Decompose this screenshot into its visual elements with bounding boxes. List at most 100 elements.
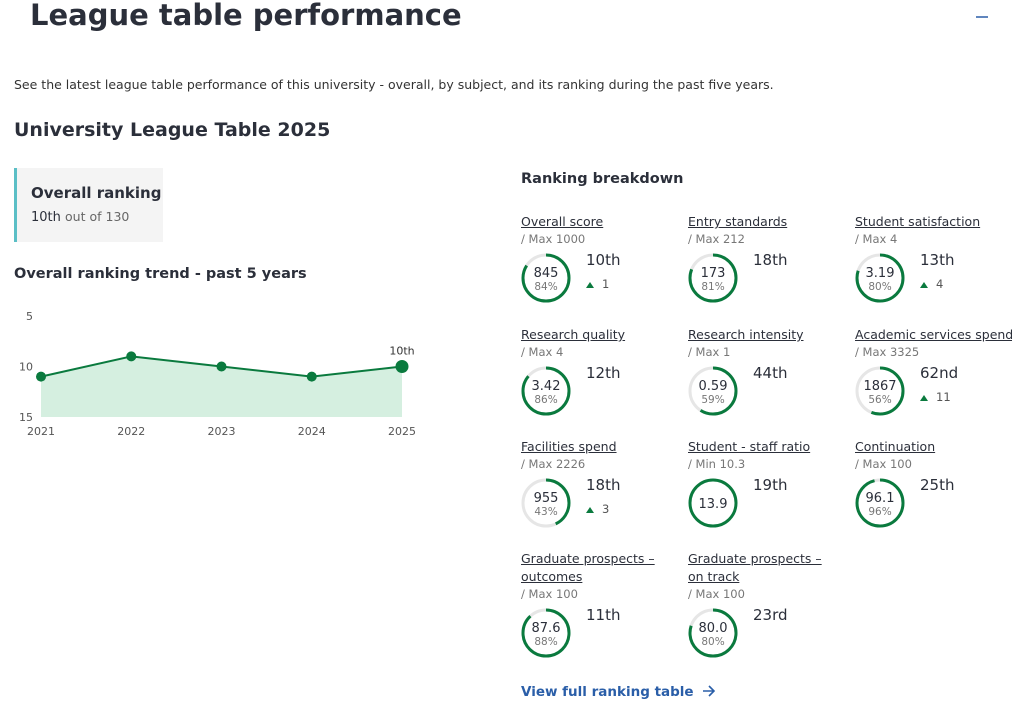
rank-change: 1 [586, 277, 609, 291]
up-arrow [586, 282, 594, 288]
metric-card: Research intensity / Max 1 0.59 59% 44th [688, 326, 848, 420]
metric-gauge-row: 80.0 80% 23rd [688, 606, 838, 662]
metric-card: Continuation / Max 100 96.1 96% 25th [855, 438, 1012, 532]
metric-card: Entry standards / Max 212 173 81% 18th [688, 213, 848, 307]
metric-card: Facilities spend / Max 2226 955 43% 18th 3 [521, 438, 681, 532]
link-text[interactable]: View full ranking table [521, 684, 694, 700]
metric-gauge-row: 3.42 86% 12th [521, 364, 681, 420]
metric-card: Student - staff ratio / Min 10.3 13.9 19th [688, 438, 848, 532]
y-tick-label: 5 [26, 310, 33, 323]
point [36, 371, 46, 382]
metric-limit: / Max 2226 [521, 457, 586, 471]
metric-rank: 18th [753, 251, 788, 269]
gauge-score: 0.59 [699, 379, 728, 394]
metric-name: Research intensity [688, 327, 804, 342]
description: See the latest league table performance … [14, 77, 774, 92]
change-value: 4 [936, 277, 944, 291]
point [216, 361, 227, 372]
gauge: 80.080% [688, 608, 738, 658]
gauge-percent: 59% [701, 394, 724, 406]
gauge-score: 96.1 [866, 491, 895, 506]
point [306, 371, 317, 382]
metric-gauge-row: 955 43% 18th 3 [521, 476, 681, 532]
metric-gauge-row: 13.9 19th [688, 476, 848, 532]
metric-rank: 62nd [920, 364, 959, 382]
metric-card: Research quality / Max 4 3.42 86% 12th [521, 326, 681, 420]
gauge-score: 1867 [863, 379, 896, 394]
metric-rank: 18th [586, 476, 621, 494]
up-arrow [920, 395, 928, 401]
metric-limit: / Max 100 [855, 457, 912, 471]
metric-name: Student - staff ratio [688, 439, 811, 454]
value-label: 10th [389, 345, 414, 358]
rank-change: 4 [920, 277, 943, 291]
gauge-percent: 81% [701, 281, 724, 293]
overall-out-of: out of 130 [65, 209, 130, 224]
metric-name: Overall score [521, 214, 604, 229]
metric-name: Research quality [521, 327, 626, 342]
metric-rank: 11th [586, 606, 621, 624]
x-tick-label: 2024 [298, 425, 326, 438]
collapse-icon[interactable] [975, 10, 989, 24]
metric-name: Graduate prospects – outcomes [521, 551, 655, 584]
gauge-percent: 84% [534, 281, 557, 293]
metric-rank: 44th [753, 364, 788, 382]
gauge-percent: 80% [868, 281, 891, 293]
gauge-percent: 56% [868, 394, 891, 406]
page-title: League table performance [30, 0, 462, 32]
overall-box: Overall ranking 10th out of 130 [14, 168, 163, 242]
metric-card: Graduate prospects – outcomes / Max 100 87… [521, 550, 671, 662]
metric-limit: / Max 4 [855, 232, 898, 246]
gauge-arc [688, 608, 738, 658]
metric-name: Entry standards [688, 214, 788, 229]
metric-limit: / Max 100 [521, 587, 578, 601]
x-tick-label: 2022 [117, 425, 145, 438]
metric-gauge-row: 845 84% 10th 1 [521, 251, 681, 307]
metric-name: Graduate prospects – on track [688, 551, 822, 584]
gauge: 87.688% [521, 608, 571, 658]
metric-gauge-row: 1867 56% 62nd 11 [855, 364, 1012, 420]
metric-limit: / Max 1 [688, 345, 731, 359]
section-title: University League Table 2025 [14, 119, 331, 141]
metric-rank: 12th [586, 364, 621, 382]
metric-name: Facilities spend [521, 439, 617, 454]
gauge-arc [688, 253, 738, 303]
gauge-percent: 88% [534, 636, 557, 648]
chart-title: Overall ranking trend - past 5 years [14, 266, 307, 282]
area [41, 356, 402, 417]
metric-card: Student satisfaction / Max 4 3.19 80% 13th 4 [855, 213, 1012, 307]
metric-card: Overall score / Max 1000 845 84% 10th 1 [521, 213, 681, 307]
metric-gauge-row: 173 81% 18th [688, 251, 848, 307]
gauge-score: 80.0 [699, 621, 728, 636]
metric-limit: / Max 4 [521, 345, 564, 359]
rank-change: 3 [586, 502, 609, 516]
x-tick-label: 2025 [388, 425, 416, 438]
gauge-score: 13.9 [699, 497, 728, 512]
metric-limit: / Min 10.3 [688, 457, 746, 471]
metric-gauge-row: 3.19 80% 13th 4 [855, 251, 1012, 307]
gauge-score: 87.6 [532, 621, 561, 636]
gauge-arc [855, 253, 905, 303]
gauge-arc [521, 366, 571, 416]
up-arrow [586, 507, 594, 513]
full-table-link[interactable]: View full ranking table [521, 684, 716, 700]
x-tick-label: 2023 [208, 425, 236, 438]
metric-rank: 13th [920, 251, 955, 269]
y-tick-label: 10 [19, 361, 33, 374]
gauge-score: 955 [534, 491, 559, 506]
y-tick-label: 15 [19, 411, 33, 424]
x-tick-label: 2021 [27, 425, 55, 438]
metric-rank: 25th [920, 476, 955, 494]
gauge-arc [855, 478, 905, 528]
gauge-percent: 96% [868, 506, 891, 518]
gauge-score: 845 [534, 266, 559, 281]
gauge-score: 3.42 [532, 379, 561, 394]
metric-name: Continuation [855, 439, 936, 454]
